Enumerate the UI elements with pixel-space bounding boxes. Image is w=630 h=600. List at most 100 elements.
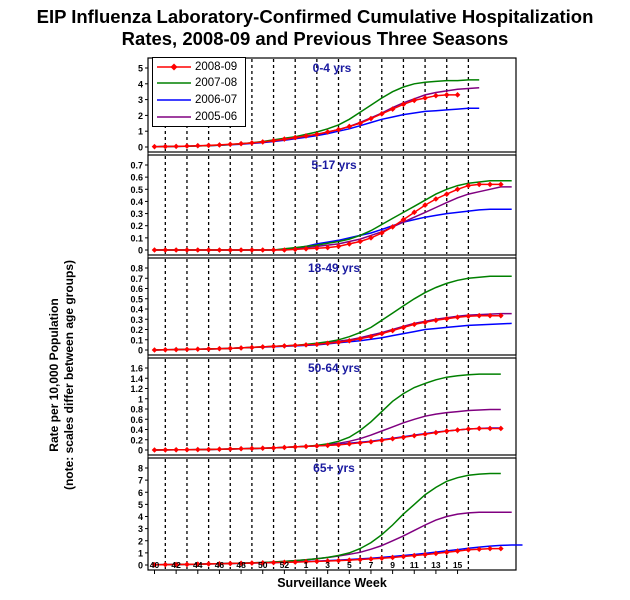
data-point-2008-09 bbox=[314, 341, 320, 348]
panel-5: 0 1 2 3 4 5 6 7 8 65+ yrs bbox=[138, 457, 523, 571]
y-tick-label: 0 bbox=[138, 561, 143, 571]
data-point-2008-09 bbox=[216, 560, 223, 567]
data-point-2008-09 bbox=[292, 342, 298, 349]
panel-border bbox=[147, 154, 517, 256]
x-tick-label: 3 bbox=[325, 560, 330, 570]
data-point-2008-09 bbox=[184, 561, 190, 568]
data-point-2008-09 bbox=[194, 346, 201, 352]
y-tick-label: 0.5 bbox=[130, 185, 143, 195]
x-tick-label: 1 bbox=[304, 560, 309, 570]
data-point-2008-09 bbox=[422, 202, 428, 208]
data-point-2008-09 bbox=[259, 445, 266, 452]
legend-swatch-2005-06 bbox=[157, 116, 191, 118]
data-point-2008-09 bbox=[378, 555, 385, 562]
data-point-2008-09 bbox=[422, 319, 428, 326]
data-point-2008-09 bbox=[292, 246, 298, 253]
chart-title-line1: EIP Influenza Laboratory-Confirmed Cumul… bbox=[36, 6, 594, 27]
y-tick-label: 0.3 bbox=[130, 315, 143, 325]
data-point-2008-09 bbox=[454, 314, 461, 320]
data-point-2008-09 bbox=[476, 181, 482, 188]
data-point-2008-09 bbox=[368, 556, 374, 562]
y-tick-label: 0.2 bbox=[130, 221, 143, 231]
data-point-2008-09 bbox=[324, 244, 331, 251]
panel-4: 00.20.40.60.811.21.41.6 50-64 yrs bbox=[130, 357, 517, 456]
data-point-2008-09 bbox=[216, 446, 223, 453]
x-tick-label: 48 bbox=[236, 560, 246, 570]
data-point-2008-09 bbox=[270, 343, 277, 350]
data-point-2008-09 bbox=[238, 445, 244, 452]
data-point-2008-09 bbox=[281, 247, 288, 253]
data-point-2008-09 bbox=[259, 344, 266, 350]
y-tick-label: 0.2 bbox=[130, 435, 143, 445]
panel-border bbox=[147, 57, 517, 153]
data-point-2008-09 bbox=[335, 339, 342, 346]
data-point-2008-09 bbox=[173, 446, 179, 453]
data-point-2008-09 bbox=[216, 345, 223, 352]
y-tick-label: 0.6 bbox=[130, 415, 143, 425]
data-point-2008-09 bbox=[227, 141, 234, 148]
data-point-2008-09 bbox=[335, 126, 342, 133]
data-point-2008-09 bbox=[443, 92, 450, 98]
y-tick-label: 1.2 bbox=[130, 384, 143, 394]
data-point-2008-09 bbox=[476, 546, 482, 553]
data-point-2008-09 bbox=[422, 431, 428, 437]
data-point-2008-09 bbox=[194, 247, 201, 253]
data-point-2008-09 bbox=[433, 550, 439, 557]
y-axis-label-note: (note: scales differ between age groups) bbox=[62, 259, 76, 491]
data-point-2008-09 bbox=[303, 558, 309, 565]
y-tick-label: 7 bbox=[138, 476, 143, 486]
y-tick-label: 0.4 bbox=[130, 425, 143, 435]
x-tick-label: 40 bbox=[150, 560, 160, 570]
data-point-2008-09 bbox=[292, 444, 298, 450]
y-tick-label: 0.6 bbox=[130, 173, 143, 183]
legend-item-2008-09: 2008-09 bbox=[155, 60, 243, 74]
y-tick-label: 2 bbox=[138, 536, 143, 546]
data-point-2008-09 bbox=[249, 344, 255, 351]
data-point-2008-09 bbox=[238, 247, 244, 253]
legend-item-2007-08: 2007-08 bbox=[155, 76, 243, 90]
data-point-2008-09 bbox=[184, 143, 190, 149]
y-tick-label: 0.1 bbox=[130, 233, 143, 243]
data-point-2008-09 bbox=[433, 317, 439, 324]
data-point-2008-09 bbox=[303, 245, 309, 252]
data-point-2008-09 bbox=[270, 137, 277, 144]
y-tick-label: 4 bbox=[138, 79, 143, 89]
data-point-2008-09 bbox=[303, 342, 309, 348]
y-tick-label: 5 bbox=[138, 64, 143, 74]
data-point-2008-09 bbox=[454, 186, 461, 193]
x-tick-label: 15 bbox=[453, 560, 463, 570]
data-point-2008-09 bbox=[324, 129, 331, 135]
data-point-2008-09 bbox=[281, 559, 288, 566]
y-tick-label: 3 bbox=[138, 524, 143, 534]
data-point-2008-09 bbox=[184, 247, 190, 253]
data-point-2008-09 bbox=[443, 191, 450, 197]
x-tick-label: 13 bbox=[431, 560, 441, 570]
y-tick-label: 4 bbox=[138, 512, 143, 522]
data-point-2008-09 bbox=[205, 346, 212, 352]
data-point-2008-09 bbox=[324, 340, 331, 347]
y-tick-label: 0.4 bbox=[130, 305, 143, 315]
data-point-2008-09 bbox=[346, 557, 353, 563]
y-tick-label: 0.1 bbox=[130, 335, 143, 345]
panel-label: 5-17 yrs bbox=[311, 158, 357, 172]
data-point-2008-09 bbox=[357, 556, 363, 563]
legend-swatch-2008-09 bbox=[157, 63, 191, 71]
panel-label: 65+ yrs bbox=[313, 461, 355, 475]
data-point-2008-09 bbox=[259, 139, 266, 145]
y-tick-label: 6 bbox=[138, 488, 143, 498]
data-point-2008-09 bbox=[389, 224, 396, 230]
data-point-2008-09 bbox=[227, 345, 234, 352]
panel-3: 00.10.20.30.40.50.60.70.8 18-49 yrs bbox=[130, 257, 517, 356]
legend: 2008-09 2007-08 2006-07 2005-06 bbox=[152, 57, 246, 127]
data-point-2008-09 bbox=[151, 247, 158, 253]
data-point-2008-09 bbox=[270, 247, 277, 253]
data-point-2008-09 bbox=[205, 247, 212, 253]
data-point-2008-09 bbox=[205, 446, 212, 453]
y-tick-label: 0 bbox=[138, 246, 143, 256]
data-point-2008-09 bbox=[238, 345, 244, 351]
y-tick-label: 1.4 bbox=[130, 374, 143, 384]
data-point-2008-09 bbox=[389, 327, 396, 334]
x-axis-label: Surveillance Week bbox=[277, 576, 387, 590]
y-tick-label: 0 bbox=[138, 143, 143, 153]
x-tick-label: 44 bbox=[193, 560, 203, 570]
